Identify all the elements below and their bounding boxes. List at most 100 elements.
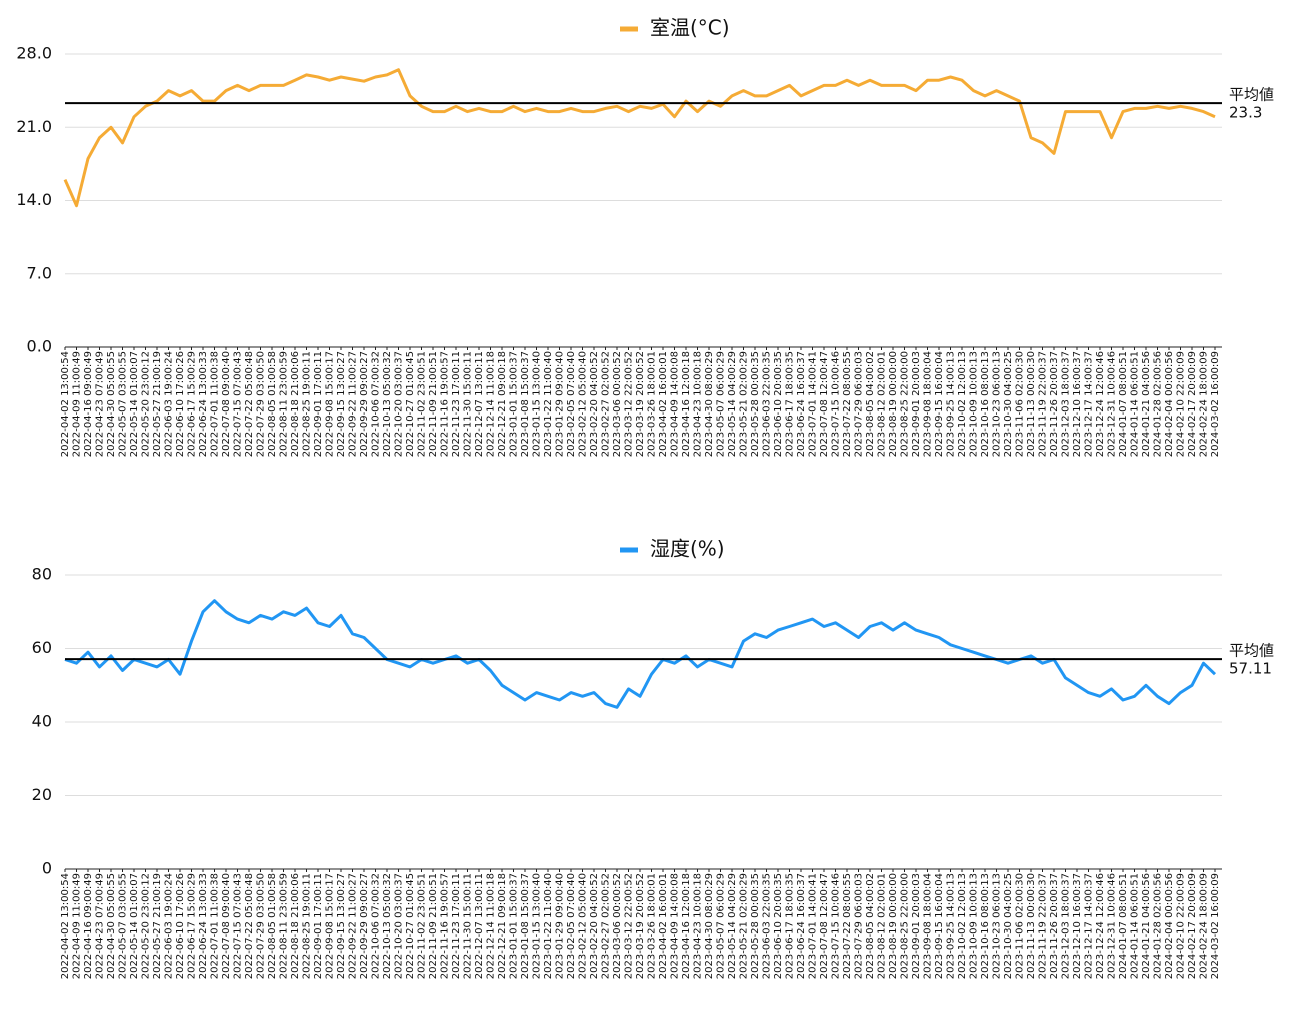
x-tick-label: 2023-10-16 08:00:13 [980, 351, 991, 457]
x-tick-label: 2022-10-27 01:00:45 [405, 873, 416, 979]
x-tick-label: 2022-09-15 13:00:27 [336, 873, 347, 979]
y-tick-label: 7.0 [27, 263, 52, 282]
x-tick-label: 2022-06-10 17:00:26 [175, 351, 186, 457]
x-tick-label: 2023-10-30 04:00:25 [1003, 351, 1014, 457]
x-tick-label: 2023-03-06 00:00:52 [612, 351, 623, 457]
x-tick-label: 2023-03-26 18:00:01 [647, 351, 658, 457]
x-tick-label: 2023-12-24 12:00:46 [1095, 351, 1106, 457]
x-tick-label: 2023-08-19 00:00:00 [888, 873, 899, 979]
x-tick-label: 2022-07-08 09:00:40 [221, 873, 232, 979]
x-tick-label: 2022-08-11 23:00:59 [279, 351, 290, 457]
x-tick-label: 2023-01-08 15:00:37 [520, 351, 531, 457]
x-tick-label: 2023-04-16 12:00:18 [681, 873, 692, 979]
x-tick-label: 2023-01-22 11:00:40 [543, 351, 554, 457]
x-tick-label: 2023-03-12 22:00:52 [624, 873, 635, 979]
x-tick-label: 2023-08-25 22:00:00 [900, 351, 911, 457]
x-tick-label: 2022-10-20 03:00:37 [394, 351, 405, 457]
x-tick-label: 2023-06-03 22:00:35 [762, 873, 773, 979]
x-tick-label: 2022-11-09 21:00:51 [428, 873, 439, 979]
x-tick-label: 2023-08-25 22:00:00 [900, 873, 911, 979]
x-tick-label: 2023-08-19 00:00:00 [888, 351, 899, 457]
x-tick-label: 2023-05-28 00:00:35 [750, 351, 761, 457]
x-tick-label: 2022-09-29 09:00:27 [359, 351, 370, 457]
x-tick-label: 2023-10-23 06:00:13 [992, 351, 1003, 457]
x-tick-label: 2023-07-15 10:00:46 [831, 351, 842, 457]
x-tick-label: 2024-01-28 02:00:56 [1153, 351, 1164, 457]
x-tick-label: 2023-05-14 04:00:29 [727, 351, 738, 457]
x-tick-label: 2023-08-05 04:00:02 [865, 873, 876, 979]
x-tick-label: 2023-03-12 22:00:52 [624, 351, 635, 457]
x-tick-label: 2023-03-06 00:00:52 [612, 873, 623, 979]
x-tick-label: 2022-10-27 01:00:45 [405, 351, 416, 457]
x-tick-label: 2024-02-17 20:00:09 [1187, 351, 1198, 457]
x-tick-label: 2022-12-21 09:00:18 [497, 873, 508, 979]
x-tick-label: 2023-12-17 14:00:37 [1084, 873, 1095, 979]
x-tick-label: 2022-08-05 01:00:58 [267, 351, 278, 457]
x-tick-label: 2023-05-14 04:00:29 [727, 873, 738, 979]
x-tick-label: 2022-07-22 05:00:48 [244, 351, 255, 457]
x-tick-label: 2023-10-09 10:00:13 [969, 873, 980, 979]
x-tick-label: 2023-02-05 07:00:40 [566, 351, 577, 457]
y-tick-label: 28.0 [16, 44, 52, 63]
x-tick-label: 2022-05-14 01:00:07 [129, 873, 140, 979]
x-tick-label: 2022-08-18 21:00:06 [290, 873, 301, 979]
y-tick-label: 60 [32, 638, 52, 657]
x-tick-label: 2023-05-21 02:00:29 [739, 873, 750, 979]
x-tick-label: 2022-11-16 19:00:57 [440, 351, 451, 457]
x-tick-label: 2022-08-25 19:00:11 [302, 873, 313, 979]
data-line [64, 599, 1217, 709]
x-tick-label: 2022-11-30 15:00:11 [463, 873, 474, 979]
x-tick-label: 2022-12-14 11:00:18 [486, 351, 497, 457]
x-tick-label: 2023-12-31 10:00:46 [1107, 873, 1118, 979]
x-tick-label: 2023-11-06 02:00:30 [1015, 351, 1026, 457]
x-tick-label: 2023-04-09 14:00:08 [670, 873, 681, 979]
x-tick-label: 2023-07-08 12:00:47 [819, 873, 830, 979]
x-tick-label: 2022-09-15 13:00:27 [336, 351, 347, 457]
mean-label: 平均値 [1229, 642, 1274, 660]
x-tick-label: 2022-05-27 21:00:19 [152, 873, 163, 979]
x-tick-label: 2024-02-04 00:00:56 [1164, 351, 1175, 457]
x-tick-label: 2022-12-14 11:00:18 [486, 873, 497, 979]
x-tick-label: 2024-03-02 16:00:09 [1210, 873, 1221, 979]
x-tick-label: 2023-07-29 06:00:03 [854, 873, 865, 979]
x-tick-label: 2022-10-13 05:00:32 [382, 351, 393, 457]
x-tick-label: 2023-09-25 14:00:13 [946, 873, 957, 979]
x-tick-label: 2023-02-27 02:00:52 [601, 351, 612, 457]
x-tick-label: 2024-03-02 16:00:09 [1210, 351, 1221, 457]
y-tick-label: 80 [32, 565, 52, 584]
x-tick-label: 2023-05-07 06:00:29 [716, 873, 727, 979]
x-tick-label: 2022-06-24 13:00:33 [198, 351, 209, 457]
x-tick-label: 2023-11-13 00:00:30 [1026, 873, 1037, 979]
x-tick-label: 2023-01-29 09:00:40 [555, 351, 566, 457]
x-tick-label: 2022-06-10 17:00:26 [175, 873, 186, 979]
x-tick-label: 2023-09-01 20:00:03 [911, 351, 922, 457]
x-tick-label: 2023-06-24 16:00:37 [796, 351, 807, 457]
x-tick-label: 2022-11-09 21:00:51 [428, 351, 439, 457]
x-tick-label: 2022-04-09 11:00:49 [72, 351, 83, 457]
x-tick-label: 2023-11-26 20:00:37 [1049, 351, 1060, 457]
x-tick-label: 2024-02-24 18:00:09 [1199, 873, 1210, 979]
x-tick-label: 2022-10-13 05:00:32 [382, 873, 393, 979]
x-tick-label: 2023-07-22 08:00:55 [842, 873, 853, 979]
x-tick-label: 2022-10-06 07:00:32 [371, 351, 382, 457]
x-tick-label: 2024-01-21 04:00:56 [1141, 873, 1152, 979]
y-tick-label: 40 [32, 712, 52, 731]
x-tick-label: 2022-07-29 03:00:50 [256, 873, 267, 979]
x-tick-label: 2023-11-06 02:00:30 [1015, 873, 1026, 979]
x-tick-label: 2023-04-23 10:00:18 [693, 351, 704, 457]
x-tick-label: 2023-09-15 16:00:04 [934, 351, 945, 457]
x-tick-label: 2023-04-02 16:00:01 [658, 351, 669, 457]
x-tick-label: 2023-01-01 15:00:37 [509, 873, 520, 979]
x-tick-label: 2023-11-19 22:00:37 [1038, 351, 1049, 457]
x-tick-label: 2022-06-03 19:00:24 [164, 351, 175, 457]
x-tick-label: 2022-04-16 09:00:49 [83, 873, 94, 979]
x-tick-label: 2022-05-20 23:00:12 [141, 873, 152, 979]
x-tick-label: 2022-06-03 19:00:24 [164, 873, 175, 979]
x-tick-label: 2023-01-15 13:00:40 [532, 351, 543, 457]
x-tick-label: 2022-11-30 15:00:11 [463, 351, 474, 457]
x-tick-label: 2022-07-22 05:00:48 [244, 873, 255, 979]
x-tick-label: 2023-07-01 14:00:41 [808, 351, 819, 457]
x-tick-label: 2023-10-02 12:00:13 [957, 873, 968, 979]
x-tick-label: 2023-06-10 20:00:35 [773, 873, 784, 979]
